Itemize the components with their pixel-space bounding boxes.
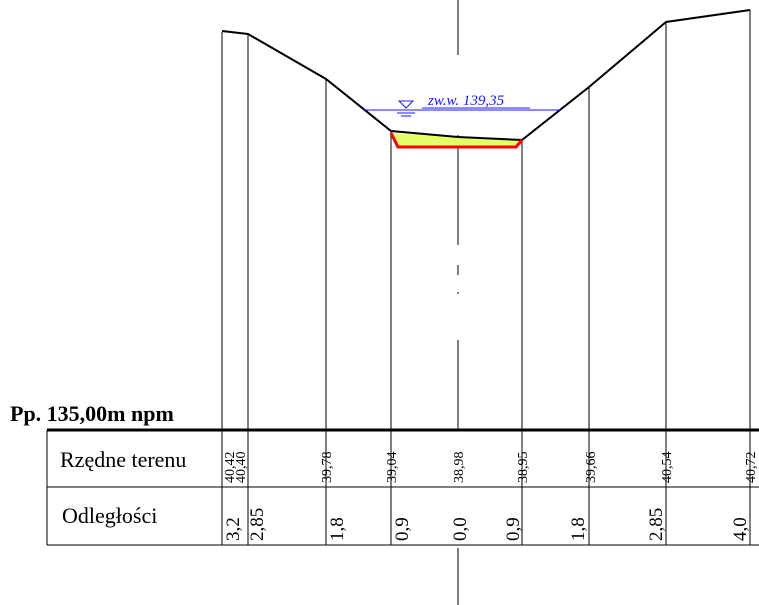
elevation-value: 39,66 (584, 452, 599, 484)
distance-row-label: Odległości (62, 503, 157, 528)
distance-value: 2,85 (247, 508, 268, 541)
distance-value: 1,8 (327, 517, 348, 541)
datum-label: Pp. 135,00m npm (10, 401, 174, 426)
terrain-profile (222, 10, 750, 140)
elevation-value: 39,78 (320, 452, 335, 484)
distance-value: 1,8 (568, 517, 589, 541)
elevation-values: 40,42 40,40 39,78 39,04 38,98 38,95 39,6… (223, 452, 759, 484)
distance-value: 2,85 (646, 508, 667, 541)
elevation-value: 39,04 (385, 452, 400, 484)
elevation-value: 40,54 (660, 452, 675, 484)
distance-values: 3,2 2,85 1,8 0,9 0,0 0,9 1,8 2,85 4,0 (223, 508, 751, 541)
elevation-value: 40,72 (744, 452, 759, 484)
elevation-row-label: Rzędne terenu (60, 447, 186, 472)
distance-value: 0,9 (503, 517, 524, 541)
elevation-value: 38,98 (452, 452, 467, 484)
distance-value: 0,0 (450, 517, 471, 541)
distance-value: 3,2 (223, 517, 244, 541)
water-level-label: zw.w. 139,35 (427, 93, 505, 109)
elevation-value: 38,95 (516, 452, 531, 484)
water-level-symbol (397, 101, 415, 116)
distance-value: 0,9 (392, 517, 413, 541)
distance-value: 4,0 (730, 517, 751, 541)
elevation-value: 40,40 (234, 452, 249, 484)
